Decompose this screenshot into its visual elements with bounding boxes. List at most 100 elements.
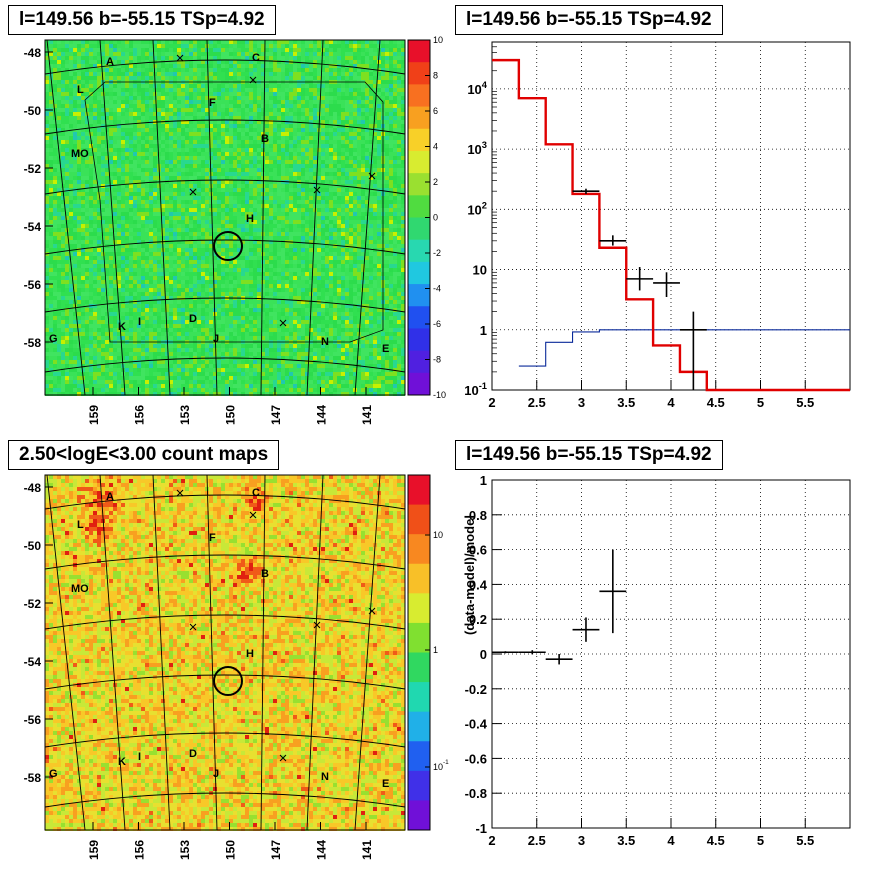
source-label: K [118, 321, 126, 333]
bottom-right-title: l=149.56 b=-55.15 TSp=4.92 [455, 440, 723, 470]
residual-y-tick-label: -0.6 [465, 751, 487, 766]
colorbar-segment [408, 770, 430, 801]
source-label: N [321, 771, 329, 783]
source-label: A [106, 491, 114, 503]
source-label: E [382, 343, 389, 355]
longitude-line [99, 39, 126, 396]
source-mark [176, 54, 184, 62]
colorbar-segment [408, 534, 430, 565]
colorbar-segment [408, 622, 430, 653]
y-tick-label: -58 [24, 336, 42, 350]
source-mark [313, 621, 321, 629]
y-tick-label: -56 [24, 278, 42, 292]
source-label: F [209, 532, 216, 544]
colorbar-label: 8 [433, 71, 438, 81]
longitude-line [260, 39, 266, 396]
source-mark [189, 188, 197, 196]
longitude-line [306, 39, 324, 396]
x-tick-label: 153 [178, 840, 192, 860]
spectrum-x-tick-label: 5 [757, 395, 764, 410]
source-label: F [209, 97, 216, 109]
cnt-map-frame [44, 474, 406, 831]
colorbar-segment [408, 62, 430, 85]
source-label: L [77, 84, 84, 96]
res-map-grid [44, 39, 406, 396]
colorbar-label: -8 [433, 355, 441, 365]
latitude-line [44, 59, 406, 75]
colorbar-segment [408, 84, 430, 108]
y-tick-label: -50 [24, 104, 42, 118]
source-label: B [261, 133, 269, 145]
spectrum-y-tick-label: 102 [467, 200, 487, 217]
residual-x-tick-label: 5 [757, 833, 764, 848]
source-label: I [138, 751, 141, 763]
bottom-left-title: 2.50<logE<3.00 count maps [8, 440, 280, 470]
top-left-title: l=149.56 b=-55.15 TSp=4.92 [8, 5, 276, 35]
source-mark [249, 76, 257, 84]
source-label: MO [71, 148, 89, 160]
source-mark [249, 511, 257, 519]
y-tick-label: -54 [24, 655, 42, 669]
x-tick-label: 156 [133, 840, 147, 860]
colorbar-segment [408, 150, 430, 174]
source-label: I [138, 316, 141, 328]
latitude-line [44, 179, 406, 195]
residual-y-tick-label: -1 [475, 821, 487, 836]
x-tick-label: 144 [315, 840, 329, 860]
colorbar-segment [408, 504, 430, 535]
longitude-line [152, 39, 171, 396]
longitude-line [306, 474, 324, 831]
x-tick-label: 159 [87, 405, 101, 425]
colorbar-frame [407, 474, 431, 831]
colorbar-segment [408, 711, 430, 742]
x-tick-label: 153 [178, 405, 192, 425]
longitude-line [46, 39, 86, 396]
residual-x-tick-label: 4.5 [707, 833, 725, 848]
colorbar-segment [408, 593, 430, 624]
x-tick-label: 150 [224, 405, 238, 425]
source-mark [279, 754, 287, 762]
source-label: J [213, 333, 219, 345]
colorbar-segment [408, 475, 430, 506]
residual-y-tick-label: -0.8 [465, 786, 487, 801]
longitude-line [354, 39, 381, 396]
res-map-area [45, 40, 405, 396]
x-tick-label: 147 [269, 840, 283, 860]
spectrum-x-tick-label: 2 [488, 395, 495, 410]
colorbar-segment [408, 306, 430, 329]
y-tick-label: -52 [24, 162, 42, 176]
source-label: H [246, 213, 254, 225]
source-label: L [77, 519, 84, 531]
source-label: A [106, 56, 114, 68]
residual-y-tick-label: 0 [480, 647, 487, 662]
latitude-line [44, 494, 406, 510]
cnt-map-area [45, 475, 405, 831]
spectrum-x-tick-label: 4 [667, 395, 675, 410]
spectrum-x-tick-label: 4.5 [707, 395, 725, 410]
residual-x-tick-label: 2.5 [528, 833, 546, 848]
latitude-line [44, 239, 406, 255]
y-tick-label: -50 [24, 539, 42, 553]
residual-x-tick-label: 2 [488, 833, 495, 848]
spectrum-frame [491, 41, 851, 391]
colorbar-label: 1 [433, 645, 438, 655]
colorbar-segment [408, 217, 430, 241]
source-label: MO [71, 583, 89, 595]
spectrum-y-tick-label: 10-1 [464, 381, 487, 398]
spectrum-y-tick-label: 103 [467, 140, 487, 157]
colorbar-label: 10-1 [433, 759, 449, 772]
residual-y-tick-label: 1 [480, 473, 487, 488]
total-model-line [492, 58, 850, 392]
source-mark [313, 186, 321, 194]
source-label: H [246, 648, 254, 660]
spectrum-x-tick-label: 3 [578, 395, 585, 410]
source-mark [189, 623, 197, 631]
spectrum-y-tick-label: 104 [467, 80, 487, 97]
longitude-line [99, 474, 126, 831]
source-label: K [118, 756, 126, 768]
x-tick-label: 141 [360, 405, 374, 425]
source-mark [176, 489, 184, 497]
colorbar-label: -4 [433, 284, 441, 294]
y-tick-label: -48 [24, 481, 42, 495]
